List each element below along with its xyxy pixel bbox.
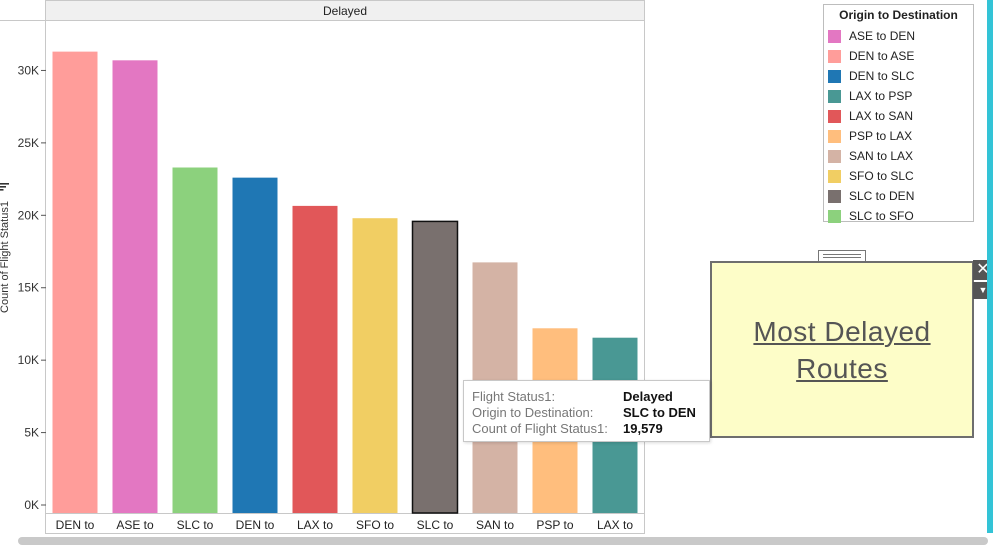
tooltip-value: 19,579 [623, 421, 663, 436]
legend-label: SAN to LAX [849, 149, 914, 163]
legend-label: DEN to ASE [849, 49, 915, 63]
bar-sfo-to-slc[interactable] [352, 218, 398, 513]
bar-lax-to-san[interactable] [292, 205, 338, 513]
x-tick-label: PSP to [536, 518, 573, 532]
tooltip-row: Origin to Destination: SLC to DEN [472, 405, 709, 421]
x-tick-label: SLC to [177, 518, 214, 532]
header-corner [0, 0, 45, 21]
annotation-text: Most Delayed Routes [753, 315, 931, 384]
legend-label: PSP to LAX [849, 129, 913, 143]
tooltip-label: Flight Status1: [472, 389, 556, 404]
y-tick-label: 25K [18, 136, 39, 150]
legend-item[interactable]: LAX to PSP [824, 86, 973, 106]
legend-item[interactable]: LAX to SAN [824, 106, 973, 126]
legend-label: LAX to SAN [849, 109, 914, 123]
tooltip: Flight Status1: Delayed Origin to Destin… [463, 380, 710, 442]
y-tick-label: 0K [24, 498, 39, 512]
legend-item[interactable]: DEN to SLC [824, 66, 973, 86]
y-tick-label: 30K [18, 63, 39, 77]
y-tick-label: 10K [18, 353, 39, 367]
tooltip-value: Delayed [623, 389, 673, 404]
bar-slc-to-den[interactable] [411, 220, 459, 514]
chart-frame: Delayed 0K 5K 10K 15K 20K 25K 30K DEN to ASE to S… [0, 0, 645, 534]
x-tick-label: SAN to [476, 518, 514, 532]
tooltip-label: Origin to Destination: [472, 405, 594, 420]
legend-item[interactable]: SFO to SLC [824, 166, 973, 186]
legend-label: DEN to SLC [849, 69, 915, 83]
legend-swatch [828, 69, 841, 83]
plot-area [45, 21, 645, 513]
bar-slc-to-sfo[interactable] [172, 167, 218, 513]
legend-label: ASE to DEN [849, 29, 916, 43]
bar-ase-to-den[interactable] [112, 60, 158, 513]
y-tick-label: 5K [24, 426, 39, 440]
annotation-box[interactable]: Most Delayed Routes [710, 261, 974, 438]
y-axis-title: Count of Flight Status1 [0, 201, 11, 313]
y-tick-label: 15K [18, 281, 39, 295]
legend-title: Origin to Destination [839, 8, 958, 22]
tooltip-row: Count of Flight Status1: 19,579 [472, 421, 709, 437]
legend-item[interactable]: ASE to DEN [824, 26, 973, 46]
sort-icon[interactable] [0, 183, 9, 193]
legend-swatch [828, 149, 841, 163]
annotation-drag-handle[interactable] [818, 250, 866, 261]
tooltip-value: SLC to DEN [623, 405, 696, 420]
legend-list: ASE to DEN DEN to ASE DEN to SLC LAX to PSP… [824, 26, 973, 226]
legend-item[interactable]: PSP to LAX [824, 126, 973, 146]
bar-den-to-ase[interactable] [52, 51, 98, 514]
x-tick-label: DEN to [236, 518, 275, 532]
legend-item[interactable]: DEN to ASE [824, 46, 973, 66]
legend: Origin to Destination ASE to DEN DEN to A… [823, 4, 974, 223]
legend-swatch [828, 49, 841, 63]
legend-label: LAX to PSP [849, 89, 913, 103]
horizontal-scrollbar[interactable] [18, 537, 988, 545]
legend-item[interactable]: SLC to SFO [824, 206, 973, 226]
legend-label: SLC to DEN [849, 189, 915, 203]
legend-swatch [828, 189, 841, 203]
legend-swatch [828, 89, 841, 103]
legend-swatch [828, 129, 841, 143]
bar-chart: 0K 5K 10K 15K 20K 25K 30K DEN to ASE to SLC to DEN… [18, 51, 638, 532]
pane-divider [987, 0, 993, 533]
legend-swatch [828, 109, 841, 123]
x-tick-label: LAX to [297, 518, 333, 532]
legend-label: SLC to SFO [849, 209, 914, 223]
column-header: Delayed [45, 0, 645, 21]
tooltip-label: Count of Flight Status1: [472, 421, 608, 436]
x-tick-label: ASE to [116, 518, 154, 532]
legend-item[interactable]: SLC to DEN [824, 186, 973, 206]
x-axis-strip [45, 513, 645, 534]
tooltip-row: Flight Status1: Delayed [472, 389, 709, 405]
x-tick-label: LAX to [597, 518, 633, 532]
legend-swatch [828, 29, 841, 43]
x-tick-label: SFO to [356, 518, 394, 532]
legend-label: SFO to SLC [849, 169, 914, 183]
x-tick-label: DEN to [56, 518, 95, 532]
legend-swatch [828, 169, 841, 183]
bar-den-to-slc[interactable] [232, 177, 278, 513]
x-tick-label: SLC to [417, 518, 454, 532]
legend-item[interactable]: SAN to LAX [824, 146, 973, 166]
legend-swatch [828, 209, 841, 223]
y-tick-label: 20K [18, 208, 39, 222]
